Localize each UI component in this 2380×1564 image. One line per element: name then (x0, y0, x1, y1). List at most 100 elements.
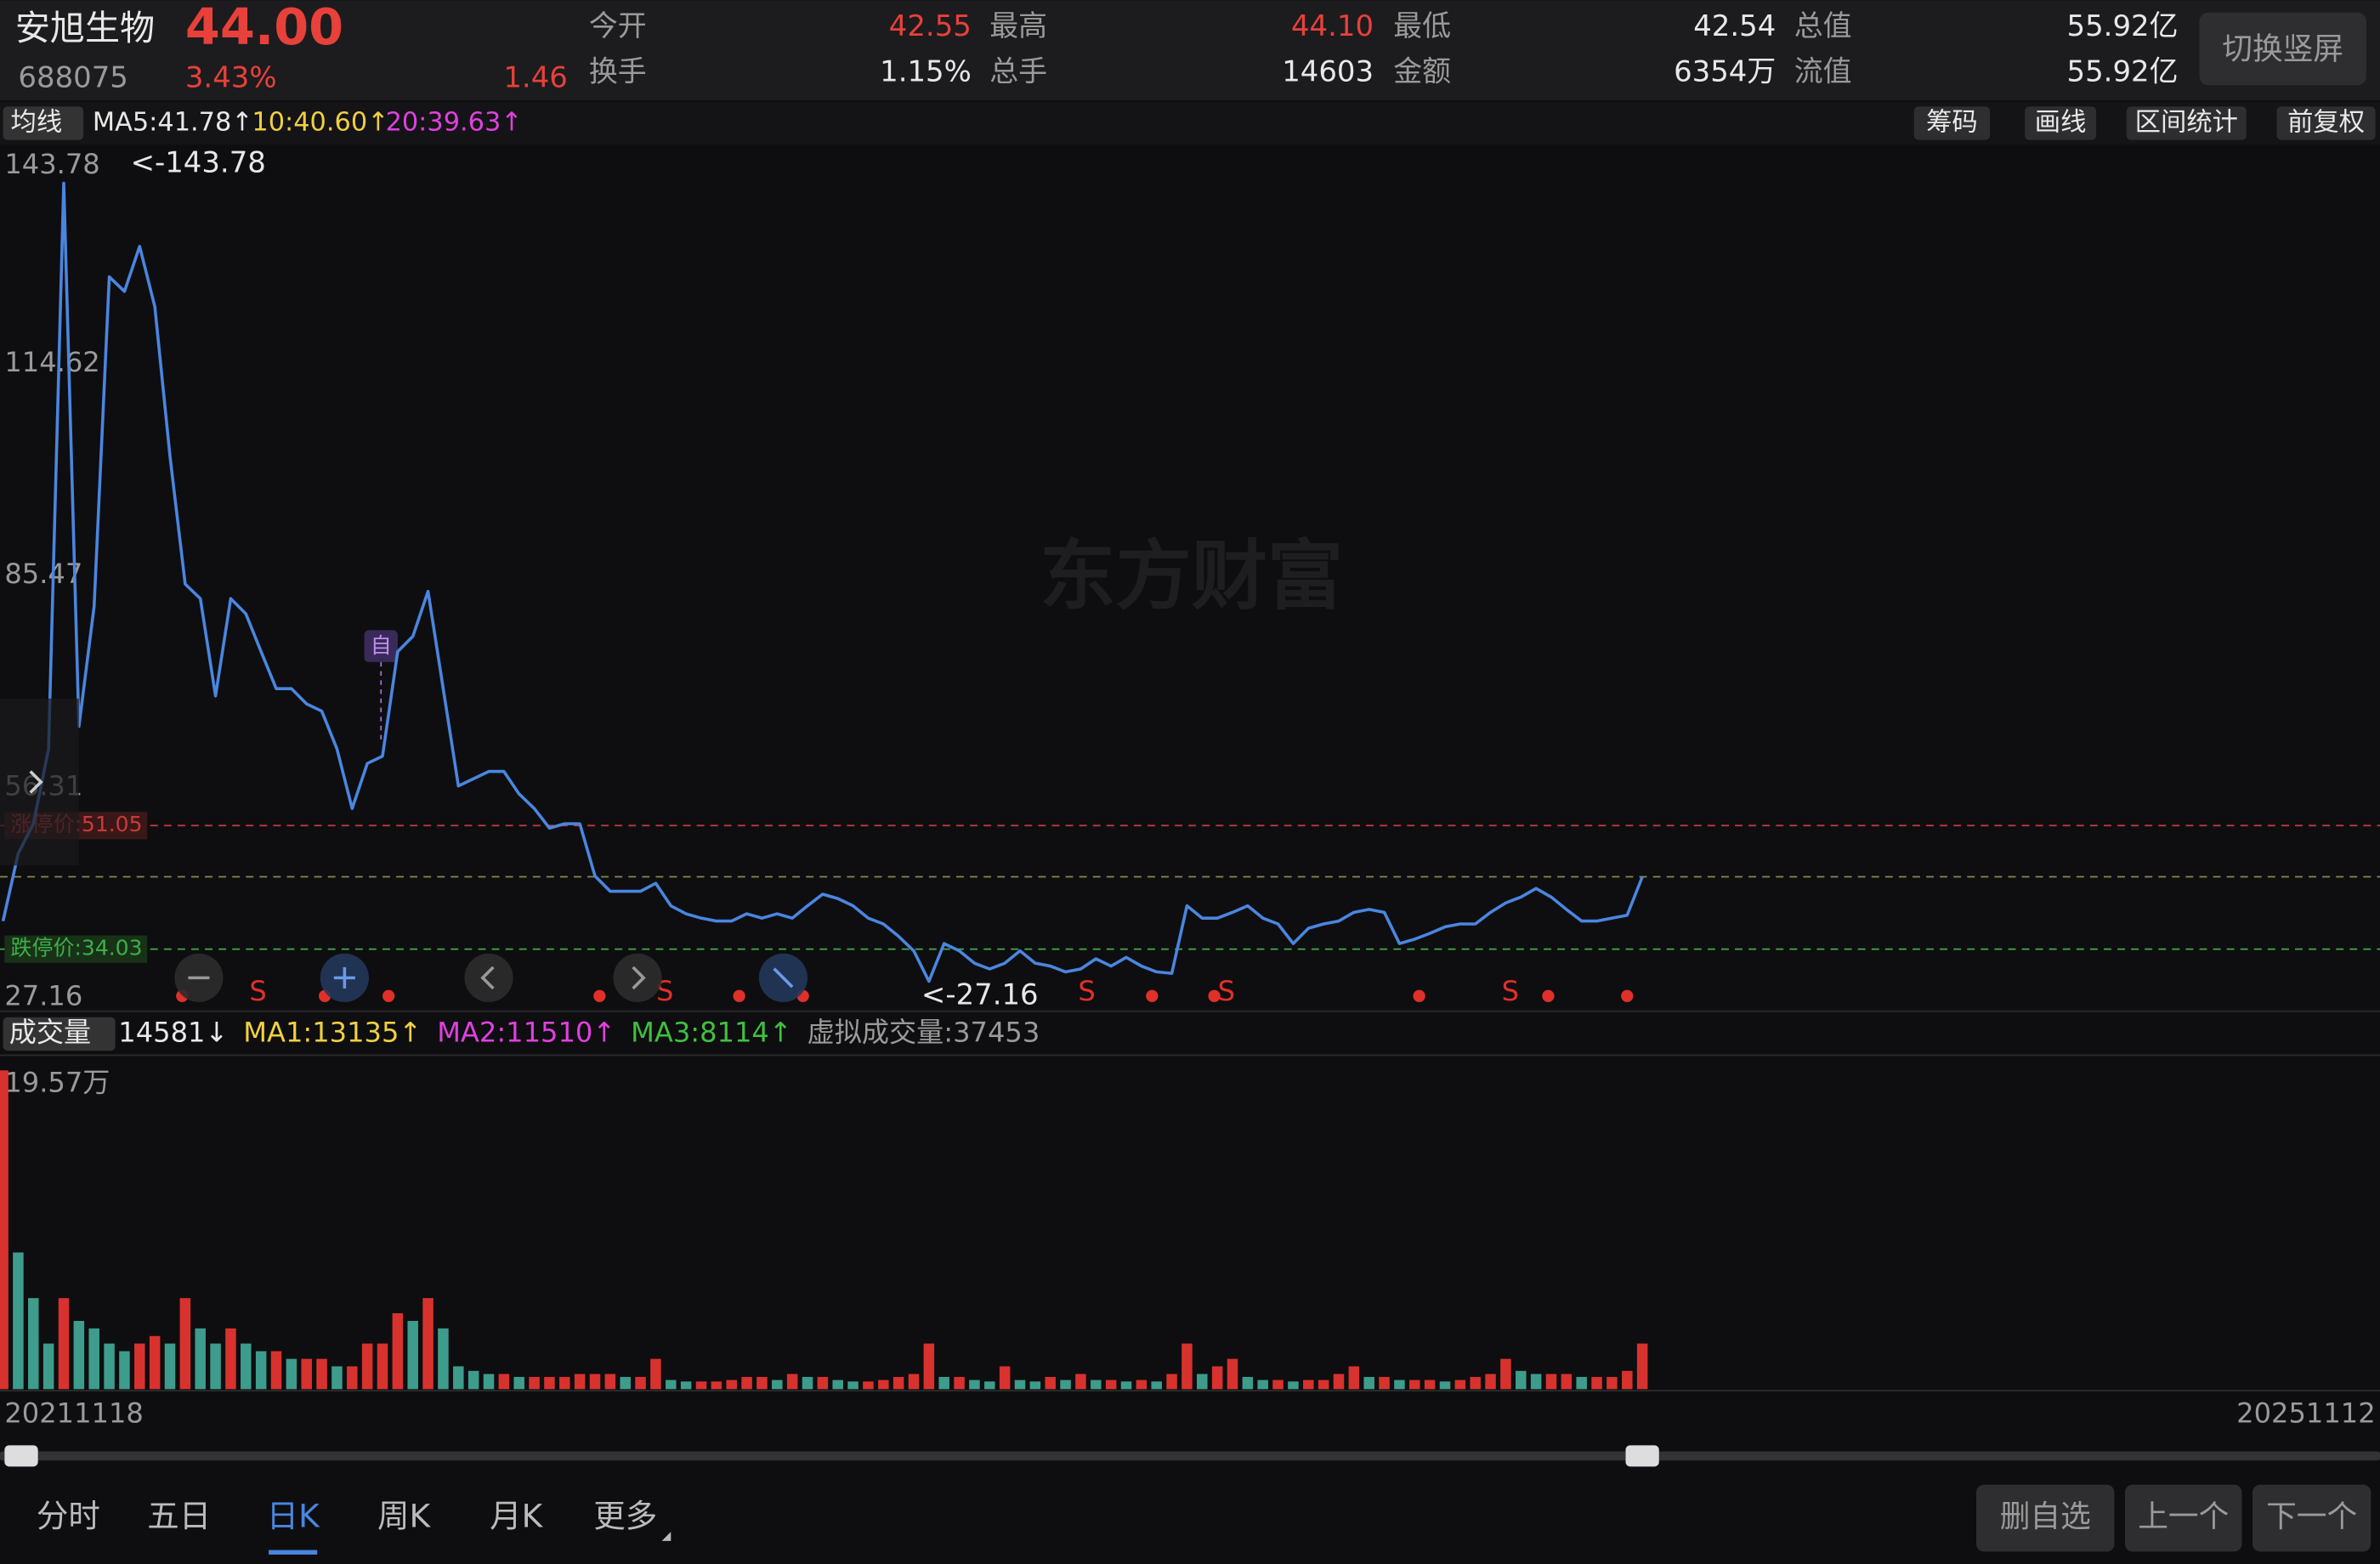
volume-bar (377, 1343, 388, 1390)
signal-dot (733, 989, 745, 1002)
bottom-bar: 分时 五日 日K 周K 月K 更多 删自选 上一个 下一个 (37, 1484, 2372, 1555)
indicator-label: 均线 (11, 108, 63, 138)
ma-readout: MA5:41.78↑ (93, 108, 253, 138)
volume-bar (726, 1380, 737, 1390)
volume-bar (195, 1328, 206, 1390)
volume-bar (422, 1298, 434, 1390)
marker-box[interactable] (364, 630, 398, 662)
volume-bar (0, 1070, 8, 1390)
stat-label: 今开 (589, 9, 647, 42)
volume-bar (817, 1376, 829, 1390)
action-label: 上一个 (2138, 1499, 2229, 1534)
volume-bar (332, 1366, 343, 1390)
volume-readout: MA3:8114↑ (631, 1016, 792, 1048)
volume-bar (923, 1343, 935, 1390)
volume-bar (1394, 1380, 1405, 1390)
volume-bar (1500, 1358, 1511, 1390)
volume-bar (301, 1358, 312, 1390)
nav-button[interactable] (613, 953, 662, 1002)
max-label: <-143.78 (131, 146, 266, 179)
ma-readout: 10:40.60↑ (252, 108, 388, 138)
volume-bar (149, 1335, 161, 1390)
change-pct: 3.43% (185, 61, 277, 94)
volume-bar (225, 1328, 236, 1390)
volume-readout: MA1:13135↑ (243, 1016, 422, 1048)
stat-label: 金额 (1393, 55, 1451, 88)
volume-bar (1561, 1374, 1572, 1390)
period-tab[interactable]: 分时 (37, 1498, 100, 1535)
marker: 自 (371, 633, 392, 658)
signal-dot (1413, 989, 1425, 1002)
scroll-handle[interactable] (1625, 1445, 1659, 1467)
volume-bar (772, 1380, 783, 1390)
volume-bar (574, 1374, 586, 1390)
indicator-label: 成交量 (9, 1016, 91, 1048)
volume-bar (1166, 1374, 1177, 1390)
volume-bar (255, 1351, 267, 1390)
price-chart: 27.1656.3185.47114.62143.78涨停价:51.05跌停价:… (0, 146, 2380, 1012)
volume-bar (210, 1343, 221, 1390)
more-caret (661, 1532, 672, 1541)
period-tab[interactable]: 周K (377, 1498, 431, 1535)
volume-bar (878, 1380, 889, 1390)
signal-dot (382, 989, 395, 1002)
volume-bar (1182, 1343, 1193, 1390)
indicator-select[interactable] (3, 1017, 116, 1051)
tool-button[interactable] (2025, 106, 2097, 140)
watermark: 东方财富 (1040, 533, 1343, 621)
scroll-handle[interactable] (4, 1445, 38, 1467)
nav-icon (632, 966, 646, 990)
period-tab[interactable]: 更多 (593, 1498, 657, 1535)
action-button[interactable] (2125, 1484, 2242, 1552)
stat-value: 55.92亿 (2067, 55, 2179, 88)
orientation-button[interactable] (2199, 12, 2366, 86)
period-tab[interactable]: 五日 (147, 1498, 211, 1535)
stock-name: 安旭生物 (15, 8, 155, 48)
indicator-select[interactable] (3, 106, 84, 140)
volume-bar (28, 1298, 39, 1390)
limit-label: 跌停价:34.03 (11, 936, 143, 960)
stock-code: 688075 (18, 61, 128, 94)
period-tab[interactable]: 日K (267, 1498, 320, 1535)
volume-bar (604, 1374, 616, 1390)
tool-button-label: 画线 (2035, 108, 2087, 138)
volume-bar (1379, 1376, 1390, 1390)
volume-bar (711, 1381, 722, 1390)
tool-button-label: 前复权 (2287, 108, 2365, 138)
volume-bar (1424, 1380, 1436, 1390)
action-button[interactable] (2252, 1484, 2372, 1552)
volume-bar (1530, 1374, 1542, 1390)
volume-bar (119, 1351, 130, 1390)
stat-value: 42.55 (889, 9, 972, 42)
volume-bar (1045, 1376, 1056, 1390)
volume-bar (650, 1358, 661, 1390)
period-tab[interactable]: 月K (490, 1498, 543, 1535)
volume-bar (938, 1376, 949, 1390)
volume-bar (1545, 1374, 1557, 1390)
volume-bar (802, 1376, 813, 1390)
volume-bar (1485, 1374, 1496, 1390)
volume-bar (589, 1374, 601, 1390)
volume-bar (1470, 1376, 1481, 1390)
tool-button[interactable] (2276, 106, 2376, 140)
action-button[interactable] (1976, 1484, 2115, 1552)
volume-bar (498, 1374, 510, 1390)
volume-bar (969, 1380, 980, 1390)
stat-value: 55.92亿 (2067, 9, 2179, 42)
volume-bar (1363, 1376, 1374, 1390)
tool-button[interactable] (2126, 106, 2247, 140)
tool-button[interactable] (1913, 106, 1991, 140)
volume-bar (1211, 1366, 1223, 1390)
tool-button-label: 筹码 (1926, 108, 1978, 138)
volume-bar (1439, 1381, 1451, 1390)
y-tick-label: 85.47 (4, 558, 82, 590)
volume-bar (1029, 1381, 1041, 1390)
nav-button[interactable] (464, 953, 513, 1002)
y-tick-label: 27.16 (4, 980, 82, 1012)
volume-bar (88, 1328, 99, 1390)
price-line (1, 181, 1644, 983)
volume-bar (635, 1376, 646, 1390)
volume-readout: 14581↓ (118, 1016, 228, 1048)
volume-bar (73, 1320, 85, 1390)
